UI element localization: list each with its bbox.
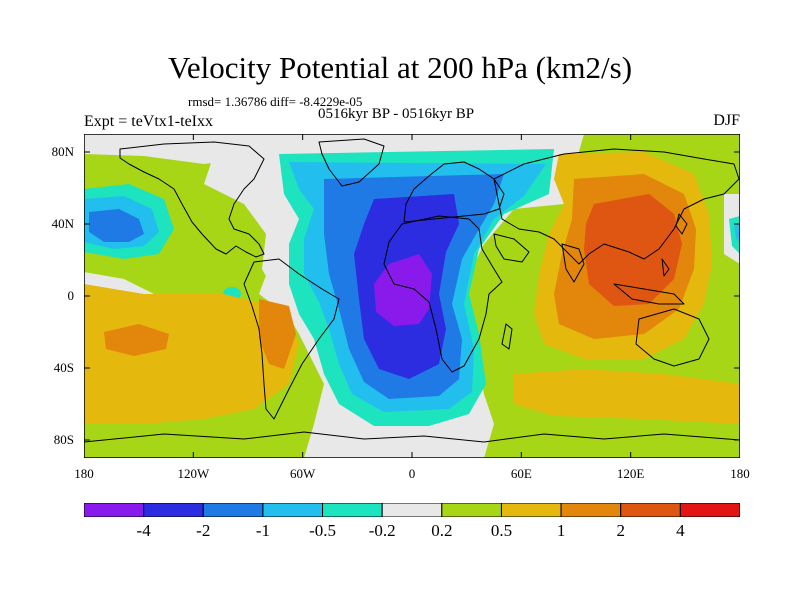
colorbar-swatch: [441, 503, 502, 517]
axis-ticks: [84, 134, 740, 458]
x-tick-label: 60W: [290, 466, 316, 481]
plot-title: Velocity Potential at 200 hPa (km2/s): [167, 50, 633, 85]
colorbar-swatch: [322, 503, 383, 517]
x-tick-label: 120E: [616, 466, 645, 481]
colorbar-swatch: [679, 503, 740, 517]
colorbar-swatch: [381, 503, 443, 517]
colorbar-label: 0.5: [490, 521, 513, 540]
x-tick-label: 120W: [177, 466, 210, 481]
contour-fill: [84, 134, 740, 458]
colorbar-label: -0.2: [368, 521, 396, 540]
colorbar-swatch: [84, 503, 145, 517]
colorbar-label: -4: [136, 521, 151, 540]
map-panel: [84, 134, 740, 458]
colorbar-swatch: [560, 503, 622, 517]
colorbar-label: 2: [616, 521, 625, 540]
x-tick-label: 180: [730, 466, 750, 481]
x-tick-label: 180: [74, 466, 94, 481]
y-tick-label: 80N: [51, 144, 74, 159]
period-label: 0516kyr BP - 0516kyr BP: [318, 106, 475, 122]
y-tick-label: 80S: [53, 432, 74, 447]
colorbar-label: -2: [196, 521, 211, 540]
colorbar-swatch: [500, 503, 562, 517]
y-tick-label: 40S: [53, 360, 74, 375]
colorbar-swatch: [143, 503, 204, 517]
x-tick-label: 60E: [510, 466, 532, 481]
colorbar-label: -0.5: [309, 521, 336, 540]
colorbar-label: -1: [255, 521, 270, 540]
season-label: DJF: [713, 112, 740, 129]
colorbar-label: 4: [676, 521, 685, 540]
colorbar-swatch: [620, 503, 681, 517]
colorbar: [84, 503, 740, 517]
coastlines: [84, 138, 740, 443]
colorbar-swatch: [262, 503, 324, 517]
y-tick-label: 40N: [51, 216, 74, 231]
experiment-label: Expt = teVtx1-teIxx: [84, 113, 213, 130]
colorbar-swatch: [202, 503, 264, 517]
x-tick-label: 0: [408, 466, 416, 481]
colorbar-label: 0.2: [431, 521, 453, 540]
colorbar-label: 1: [556, 521, 566, 540]
stats-text: rmsd= 1.36786 diff= -8.4229e-05: [188, 94, 363, 109]
y-tick-label: 0: [67, 288, 75, 303]
